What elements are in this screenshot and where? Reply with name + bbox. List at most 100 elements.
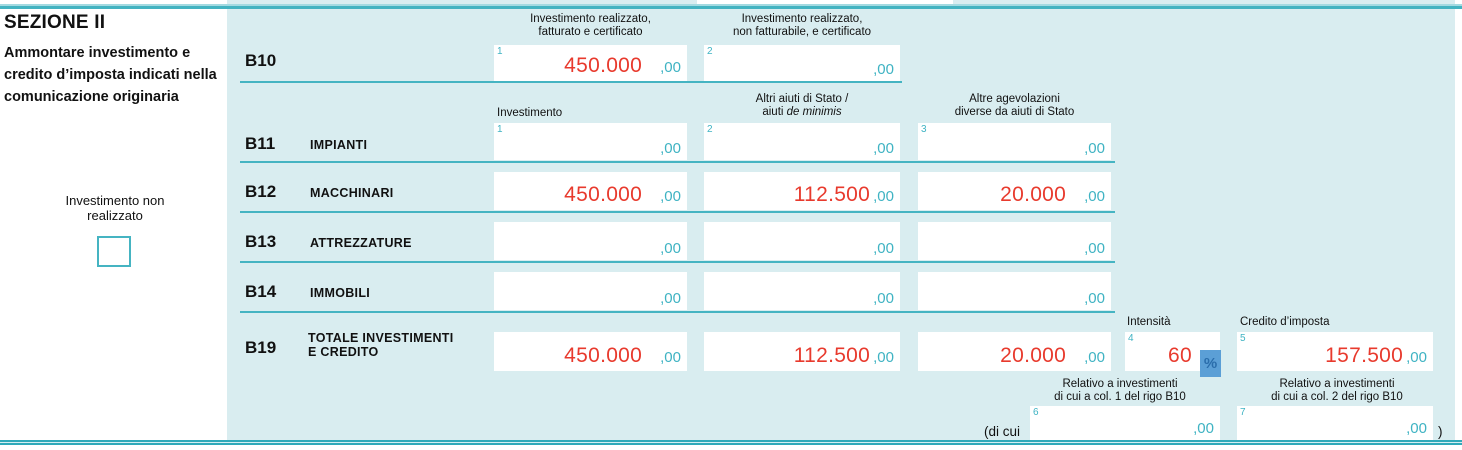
field-value: 60 [1168,344,1192,367]
row-label-b14: IMMOBILI [310,286,371,300]
top-strip-segment [227,0,697,5]
cents-label: ,00 [660,59,681,76]
cents-label: ,00 [660,240,681,257]
field-b14-col1[interactable]: ,00 [494,272,687,310]
cents-label: ,00 [873,240,894,257]
field-value: 450.000 [564,183,643,206]
field-number: 2 [707,46,713,57]
row-label-b13: ATTREZZATURE [310,236,412,250]
cents-label: ,00 [873,188,894,205]
field-b11-col3[interactable]: 3 ,00 [918,123,1111,160]
row-code-b13: B13 [245,232,277,251]
section-title: SEZIONE II [4,12,106,33]
checkbox-label-line1: Investimento non [65,193,165,208]
cents-label: ,00 [1084,349,1105,366]
header-line: Altre agevolazioni [969,93,1060,105]
field-value: 20.000 [1000,344,1067,367]
cents-label: ,00 [1193,420,1214,437]
header-col2-b10: Investimento realizzato, non fatturabile… [694,13,910,38]
field-number: 4 [1128,333,1134,344]
field-b14-col3[interactable]: ,00 [918,272,1111,310]
field-b13-col3[interactable]: ,00 [918,222,1111,260]
row-label-line: E CREDITO [308,345,379,359]
field-b13-col1[interactable]: ,00 [494,222,687,260]
investimento-non-realizzato-checkbox[interactable] [97,236,131,267]
field-value: 450.000 [564,344,643,367]
section-subtitle: Ammontare investimento e credito d’impos… [4,45,217,105]
field-b19-col1[interactable]: 450.000 ,00 [494,332,687,371]
field-value: 20.000 [1000,183,1067,206]
cents-label: ,00 [1084,188,1105,205]
header-dicui-col1: Relativo a investimenti di cui a col. 1 … [1015,378,1225,403]
cents-label: ,00 [660,140,681,157]
checkbox-label: Investimento non realizzato [20,193,210,223]
header-line: Altri aiuti di Stato / [755,93,849,105]
header-line: di cui a col. 1 del rigo B10 [1054,390,1186,403]
row-code-b14: B14 [245,282,277,301]
row-label-b11: IMPIANTI [310,138,368,152]
top-border-line [0,4,1462,9]
header-dicui-col2: Relativo a investimenti di cui a col. 2 … [1232,378,1442,403]
field-b19-credito[interactable]: 5 157.500,00 [1237,332,1433,371]
header-line: diverse da aiuti di Stato [954,105,1075,118]
cents-label: ,00 [873,290,894,307]
field-b12-col3[interactable]: 20.000 ,00 [918,172,1111,210]
cents-label: ,00 [1084,140,1105,157]
row-label-b19: TOTALE INVESTIMENTI E CREDITO [308,331,454,359]
checkbox-label-line2: realizzato [87,208,143,223]
field-b11-col2[interactable]: 2 ,00 [704,123,900,160]
header-altri-aiuti: Altri aiuti di Stato / aiuti de minimis [694,93,910,118]
field-b12-col2[interactable]: 112.500,00 [704,172,900,210]
cents-label: ,00 [660,188,681,205]
header-line: Relativo a investimenti [1062,378,1178,390]
field-number: 3 [921,124,927,135]
header-altre-agevolazioni: Altre agevolazioni diverse da aiuti di S… [908,93,1121,118]
cents-label: ,00 [873,349,894,366]
header-line: non fatturabile, e certificato [732,25,872,38]
row-label-line: TOTALE INVESTIMENTI [308,331,454,345]
row-code-b12: B12 [245,182,277,201]
row-divider-b14 [240,311,1115,313]
header-line-part: aiuti [762,105,787,118]
row-divider-b13 [240,261,1115,263]
field-b12-col1[interactable]: 450.000 ,00 [494,172,687,210]
field-number: 6 [1033,407,1039,418]
header-line: Investimento realizzato, [530,13,651,25]
cents-label: ,00 [1406,349,1427,366]
percent-badge: % [1200,350,1221,377]
row-label-b12: MACCHINARI [310,186,394,200]
row-divider-b12 [240,211,1115,213]
field-value: 112.500 [793,183,871,206]
field-b19-col2[interactable]: 112.500,00 [704,332,900,371]
field-number: 1 [497,124,503,135]
cents-label: ,00 [660,290,681,307]
cents-label: ,00 [660,349,681,366]
header-intensita: Intensità [1127,316,1171,328]
field-number: 7 [1240,407,1246,418]
field-b11-col1[interactable]: 1 ,00 [494,123,687,160]
header-line-italic: de minimis [786,105,842,118]
header-line: fatturato e certificato [538,25,643,38]
field-value: 112.500 [793,344,871,367]
cents-label: ,00 [1084,240,1105,257]
field-b19-intensita[interactable]: 4 60 % [1125,332,1221,377]
header-line: Relativo a investimenti [1279,378,1395,390]
field-b14-col2[interactable]: ,00 [704,272,900,310]
field-b19-col3[interactable]: 20.000 ,00 [918,332,1111,371]
cents-label: ,00 [1406,420,1427,437]
header-line: Investimento realizzato, [741,13,863,25]
cents-label: ,00 [873,140,894,157]
cents-label: ,00 [873,61,894,78]
field-b10-col1[interactable]: 1 450.000 ,00 [494,45,687,81]
field-b10-col2[interactable]: 2 ,00 [704,45,900,81]
field-number: 1 [497,46,503,57]
row-code-b10: B10 [245,51,277,70]
field-dicui-col2[interactable]: 7 ,00 [1237,406,1433,440]
bottom-border-line [0,440,1462,445]
field-dicui-col1[interactable]: 6 ,00 [1030,406,1220,440]
field-b13-col2[interactable]: ,00 [704,222,900,260]
cents-label: ,00 [1084,290,1105,307]
dicui-close-label: ) [1438,424,1443,439]
row-code-b11: B11 [245,134,276,153]
